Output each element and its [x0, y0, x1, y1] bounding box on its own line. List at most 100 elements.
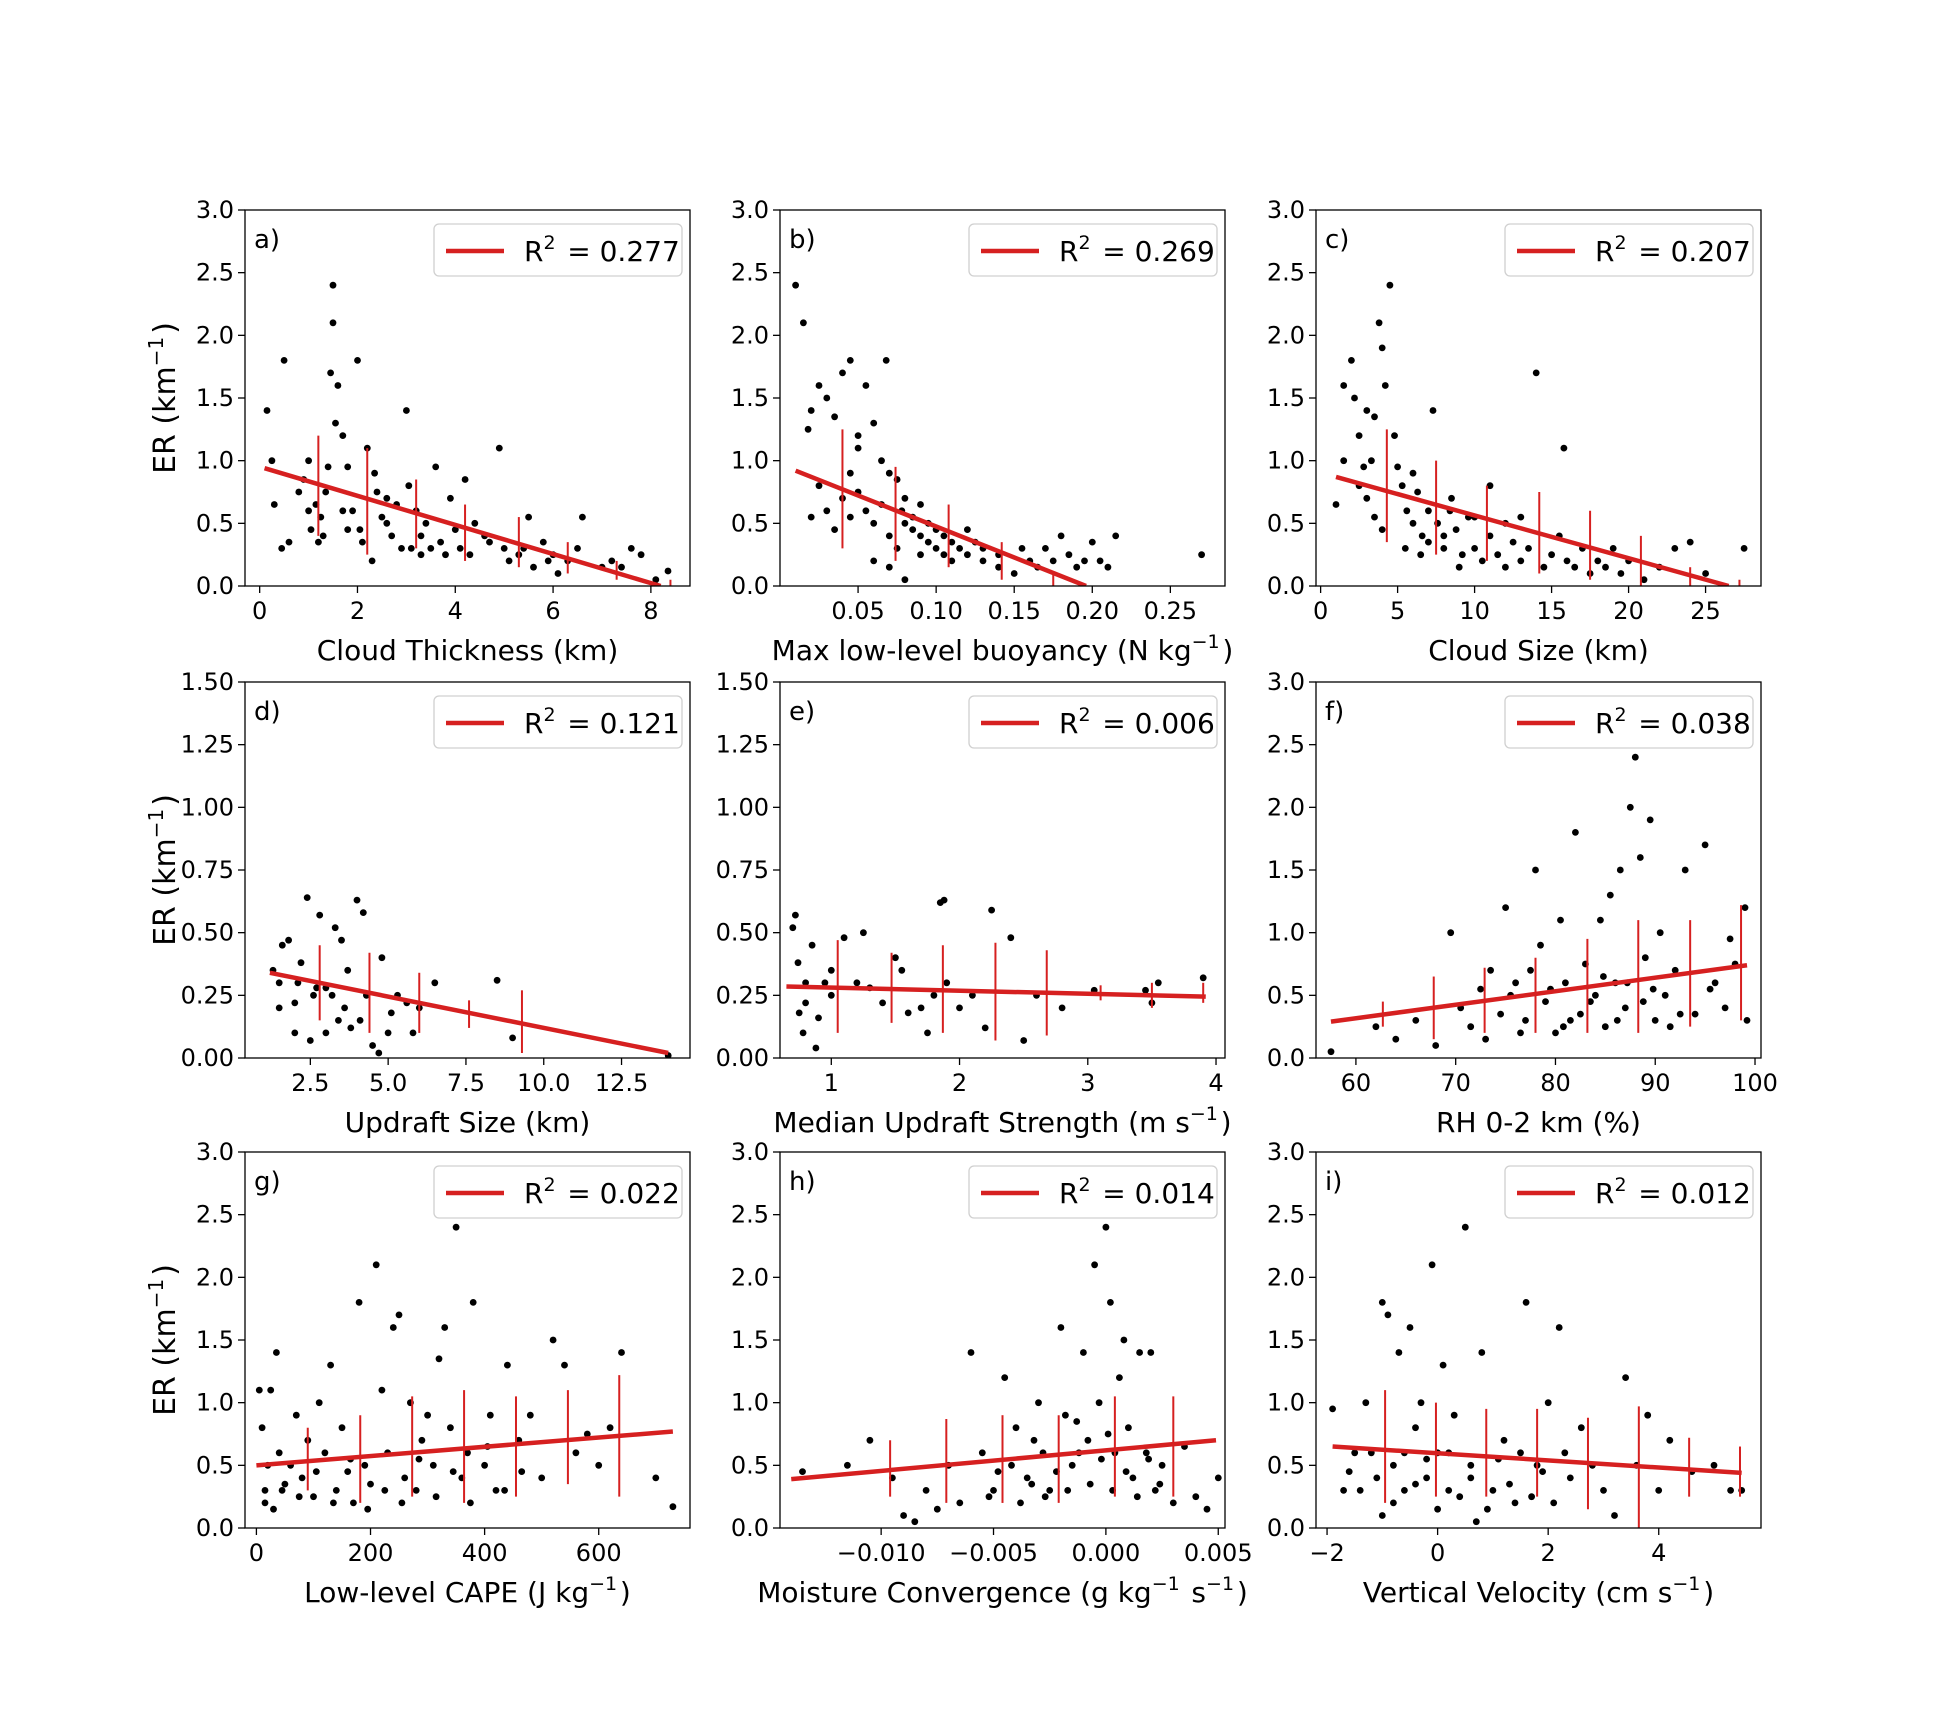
- data-point: [792, 281, 799, 289]
- x-tick-label: 100: [1732, 1069, 1778, 1097]
- data-point: [422, 519, 430, 527]
- y-tick-label: 0.5: [1267, 509, 1305, 537]
- data-point: [1613, 1017, 1621, 1024]
- data-point: [378, 954, 386, 962]
- data-point: [504, 1361, 511, 1369]
- data-point: [1401, 1487, 1408, 1494]
- data-point: [509, 1034, 516, 1042]
- data-point: [789, 924, 797, 932]
- data-point: [1023, 1474, 1031, 1482]
- data-point: [1145, 1455, 1152, 1463]
- data-point: [1142, 986, 1149, 994]
- legend: R2 = 0.022: [433, 1165, 683, 1219]
- panel-b: 0.05 0.10 0.15 0.20 0.25 0.0 0.5 1.0 1.5 2.0 2.5 3.…: [731, 196, 1234, 667]
- data-point: [1609, 545, 1617, 552]
- data-point: [1107, 1299, 1114, 1306]
- y-tick-label: 0.5: [731, 1451, 769, 1479]
- data-point: [298, 1474, 306, 1482]
- data-point: [1458, 551, 1466, 559]
- data-point: [324, 463, 332, 471]
- data-point: [1567, 1017, 1574, 1024]
- x-tick-label: 60: [1341, 1069, 1372, 1097]
- data-point: [815, 482, 823, 490]
- legend-label: R2 = 0.022: [524, 1174, 680, 1210]
- data-point: [328, 991, 336, 999]
- data-point: [334, 382, 342, 389]
- y-tick-label: 0.0: [1267, 1044, 1305, 1072]
- data-point: [263, 407, 271, 414]
- data-point: [405, 482, 413, 490]
- panel-i: −2 0 2 4 0.0 0.5 1.0 1.5 2.0 2.5 3.0 Vertical Veloc…: [1267, 1138, 1762, 1609]
- data-point: [1203, 1505, 1211, 1513]
- data-point: [401, 1474, 409, 1482]
- data-point: [1537, 941, 1544, 949]
- data-point: [885, 532, 893, 540]
- data-point: [1062, 1411, 1069, 1419]
- data-point: [618, 563, 625, 571]
- data-point: [447, 494, 454, 502]
- x-tick-label: 5: [1390, 597, 1405, 625]
- data-point: [561, 1361, 568, 1369]
- data-point: [481, 1461, 488, 1469]
- data-point: [371, 469, 378, 477]
- data-point: [363, 444, 371, 452]
- data-point: [1375, 319, 1383, 327]
- data-point: [1552, 1029, 1559, 1037]
- data-point: [1726, 935, 1734, 943]
- data-point: [466, 551, 474, 559]
- data-point: [853, 979, 861, 987]
- data-point: [1651, 1017, 1659, 1024]
- data-point: [956, 1499, 964, 1507]
- data-point: [310, 1493, 317, 1501]
- panel-letter: b): [789, 225, 816, 255]
- data-point: [1073, 563, 1081, 571]
- data-point: [1042, 545, 1049, 552]
- data-point: [492, 1487, 500, 1494]
- y-tick-label: 1.5: [1267, 384, 1305, 412]
- data-point: [335, 1017, 342, 1024]
- data-point: [1017, 1499, 1024, 1507]
- y-tick-label: 3.0: [731, 1138, 769, 1166]
- data-point: [1548, 551, 1555, 559]
- data-point: [1057, 1324, 1065, 1331]
- data-point: [637, 551, 645, 559]
- data-point: [1448, 494, 1455, 502]
- x-tick-label: 0.000: [1072, 1539, 1141, 1567]
- data-point: [1649, 985, 1657, 993]
- x-axis-label: Moisture Convergence (g kg−1 s−1 ): [757, 1573, 1248, 1609]
- data-point: [1655, 1487, 1663, 1494]
- x-axis-label: RH 0-2 km (%): [1436, 1106, 1641, 1139]
- data-point: [1423, 1474, 1430, 1482]
- data-point: [1502, 563, 1509, 571]
- data-point: [398, 545, 405, 552]
- data-point: [1639, 998, 1647, 1005]
- panel-letter: a): [254, 225, 280, 255]
- data-point: [1151, 1487, 1159, 1494]
- data-point: [432, 1493, 440, 1501]
- data-point: [1702, 570, 1709, 577]
- data-point: [1600, 1487, 1607, 1494]
- data-point: [870, 557, 878, 565]
- legend-label: R2 = 0.006: [1059, 704, 1215, 740]
- data-point: [1528, 1493, 1535, 1501]
- data-point: [329, 319, 337, 327]
- data-point: [1425, 507, 1432, 515]
- y-tick-label: 0.0: [731, 1514, 769, 1542]
- data-point: [307, 526, 315, 533]
- data-point: [270, 501, 278, 508]
- data-point: [1600, 973, 1607, 980]
- y-tick-label: 2.5: [196, 1201, 234, 1229]
- data-point: [383, 494, 391, 502]
- data-point: [792, 911, 799, 919]
- x-tick-label: −0.005: [949, 1539, 1038, 1567]
- data-point: [418, 1436, 426, 1444]
- data-point: [1512, 979, 1519, 987]
- data-point: [1517, 557, 1525, 565]
- data-point: [1158, 1461, 1166, 1469]
- data-point: [933, 1505, 941, 1513]
- data-point: [1417, 551, 1425, 559]
- data-point: [1327, 1048, 1335, 1056]
- data-point: [1423, 1455, 1430, 1463]
- data-point: [1710, 1461, 1718, 1469]
- data-point: [1057, 532, 1065, 540]
